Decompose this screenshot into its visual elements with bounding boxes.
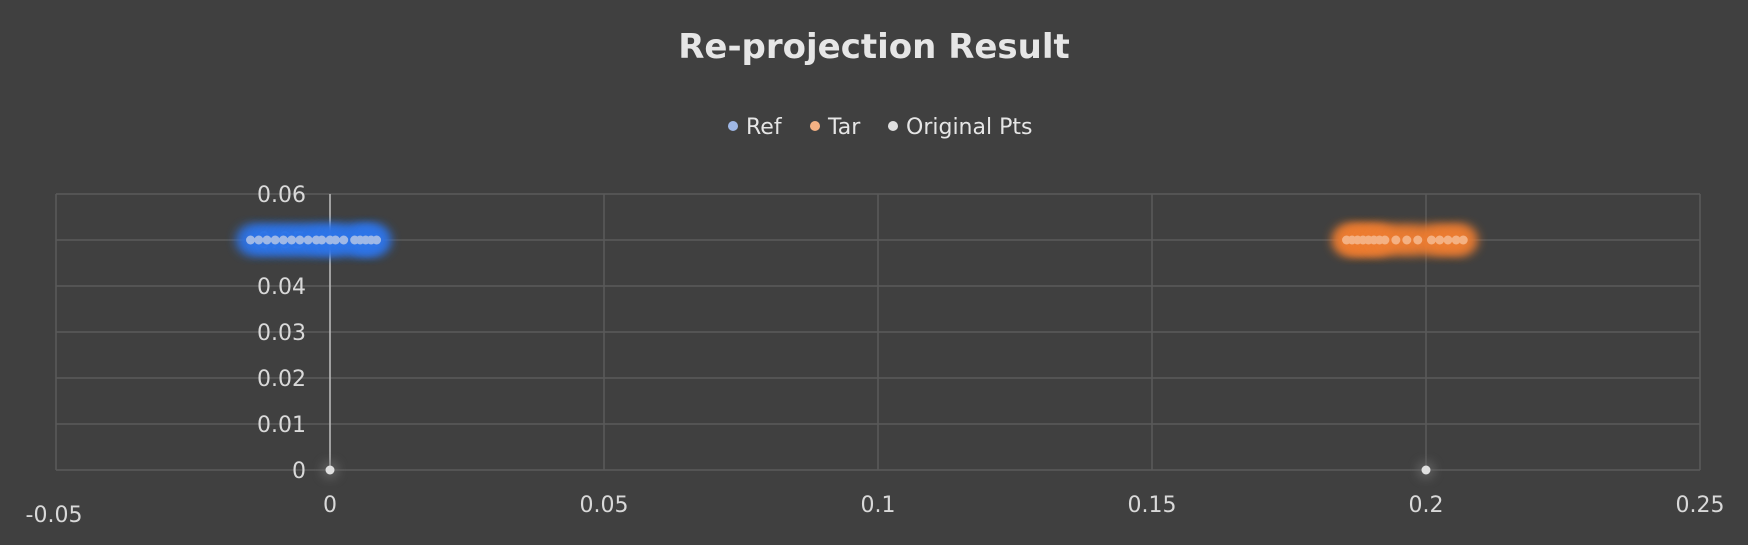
data-points [235,225,1479,479]
data-point [246,235,256,245]
data-point [339,235,349,245]
data-point [372,235,382,245]
y-tick-label: 0.06 [257,183,306,208]
legend-label: Ref [746,115,783,140]
data-point [1421,465,1431,475]
y-tick-label: 0.01 [257,413,306,438]
y-tick-label: 0 [292,459,306,484]
chart-title: Re-projection Result [678,27,1070,67]
legend-label: Original Pts [906,115,1032,140]
data-point [287,235,297,245]
x-tick-label: 0.1 [861,493,896,518]
y-tick-label: 0.02 [257,367,306,392]
data-point [1413,235,1423,245]
legend-marker [888,121,898,131]
x-tick-label: 0.2 [1409,493,1444,518]
x-tick-label: -0.05 [26,503,83,528]
data-point [1435,235,1445,245]
data-point [303,235,313,245]
tick-labels: 00.010.020.030.040.050.06-0.0500.050.10.… [26,183,1725,528]
data-point [1391,235,1401,245]
series-original-pts [321,461,1435,479]
data-point [262,235,272,245]
series-ref [235,225,392,255]
legend: Ref Tar Original Pts [728,115,1032,140]
data-point [295,235,305,245]
x-tick-label: 0 [323,493,337,518]
x-tick-label: 0.05 [580,493,629,518]
data-point [317,235,327,245]
data-point [325,465,335,475]
y-tick-label: 0.04 [257,275,306,300]
series-tar [1331,225,1479,255]
data-point [1402,235,1412,245]
data-point [278,235,288,245]
data-point [330,235,340,245]
x-tick-label: 0.15 [1128,493,1177,518]
data-point [1443,235,1453,245]
x-tick-label: 0.25 [1676,493,1725,518]
legend-label: Tar [827,115,861,140]
data-point [1426,235,1436,245]
legend-marker [810,121,820,131]
data-point [1458,235,1468,245]
y-tick-label: 0.03 [257,321,306,346]
data-point [1451,235,1461,245]
data-point [270,235,280,245]
data-point [1380,235,1390,245]
data-point [254,235,264,245]
legend-marker [728,121,738,131]
